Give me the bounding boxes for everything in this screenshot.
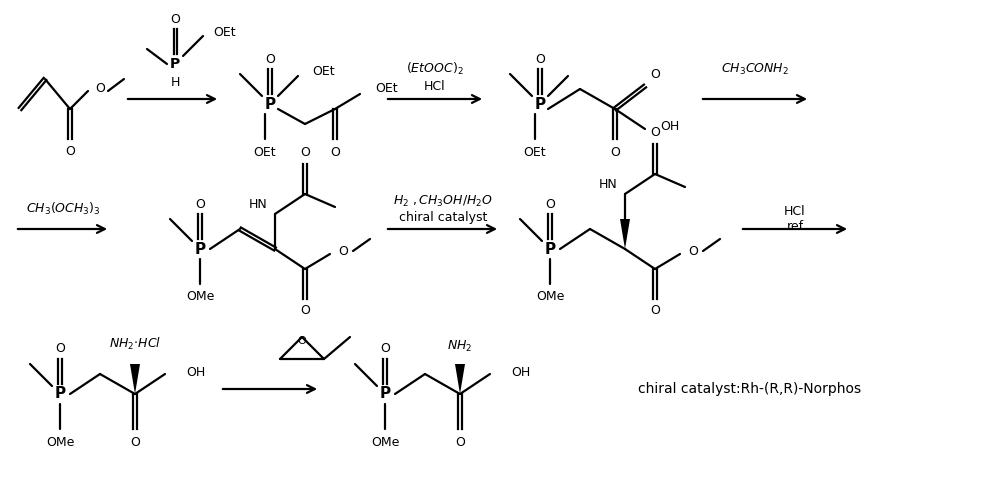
- Text: O: O: [265, 53, 275, 66]
- Text: O: O: [650, 68, 660, 80]
- Text: P: P: [54, 387, 66, 401]
- Text: $CH_3CONH_2$: $CH_3CONH_2$: [721, 61, 789, 77]
- Text: O: O: [338, 244, 348, 258]
- Text: OMe: OMe: [536, 290, 564, 304]
- Text: OEt: OEt: [312, 65, 335, 78]
- Text: $H_2\ ,CH_3OH/H_2O$: $H_2\ ,CH_3OH/H_2O$: [393, 194, 493, 208]
- Text: $NH_2{\cdot}HCl$: $NH_2{\cdot}HCl$: [109, 336, 161, 352]
- Text: O: O: [380, 342, 390, 355]
- Text: H: H: [170, 76, 180, 89]
- Text: OH: OH: [511, 365, 530, 378]
- Text: O: O: [455, 435, 465, 448]
- Text: P: P: [379, 387, 391, 401]
- Text: HN: HN: [599, 178, 618, 191]
- Text: OEt: OEt: [254, 146, 276, 159]
- Text: P: P: [170, 57, 180, 71]
- Text: O: O: [55, 342, 65, 355]
- Polygon shape: [130, 364, 140, 394]
- Text: HCl: HCl: [424, 80, 446, 92]
- Text: $CH_3(OCH_3)_3$: $CH_3(OCH_3)_3$: [26, 201, 100, 217]
- Text: O: O: [130, 435, 140, 448]
- Text: chiral catalyst: chiral catalyst: [399, 210, 487, 224]
- Text: O: O: [65, 145, 75, 158]
- Text: P: P: [264, 96, 276, 112]
- Text: O: O: [95, 81, 105, 94]
- Text: OMe: OMe: [46, 435, 74, 448]
- Text: OEt: OEt: [214, 25, 236, 38]
- Text: HN: HN: [249, 197, 268, 210]
- Text: P: P: [534, 96, 546, 112]
- Text: O: O: [610, 146, 620, 159]
- Text: O: O: [535, 53, 545, 66]
- Text: OH: OH: [660, 119, 679, 133]
- Text: O: O: [170, 12, 180, 25]
- Polygon shape: [620, 219, 630, 249]
- Text: HCl: HCl: [784, 205, 806, 217]
- Text: OMe: OMe: [186, 290, 214, 304]
- Text: O: O: [545, 197, 555, 210]
- Text: OMe: OMe: [371, 435, 399, 448]
- Text: OEt: OEt: [524, 146, 546, 159]
- Text: O: O: [300, 146, 310, 159]
- Text: O: O: [650, 125, 660, 138]
- Text: $(EtOOC)_2$: $(EtOOC)_2$: [406, 61, 464, 77]
- Text: P: P: [194, 241, 206, 256]
- Text: O: O: [688, 244, 698, 258]
- Text: O: O: [298, 336, 306, 346]
- Polygon shape: [455, 364, 465, 394]
- Text: O: O: [300, 305, 310, 318]
- Text: OH: OH: [186, 365, 205, 378]
- Text: O: O: [650, 305, 660, 318]
- Text: O: O: [195, 197, 205, 210]
- Text: OEt: OEt: [375, 81, 398, 94]
- Text: chiral catalyst:Rh-(R,R)-Norphos: chiral catalyst:Rh-(R,R)-Norphos: [638, 382, 862, 396]
- Text: $NH_2$: $NH_2$: [447, 339, 473, 354]
- Text: P: P: [544, 241, 556, 256]
- Text: ref: ref: [786, 219, 804, 232]
- Text: O: O: [330, 146, 340, 159]
